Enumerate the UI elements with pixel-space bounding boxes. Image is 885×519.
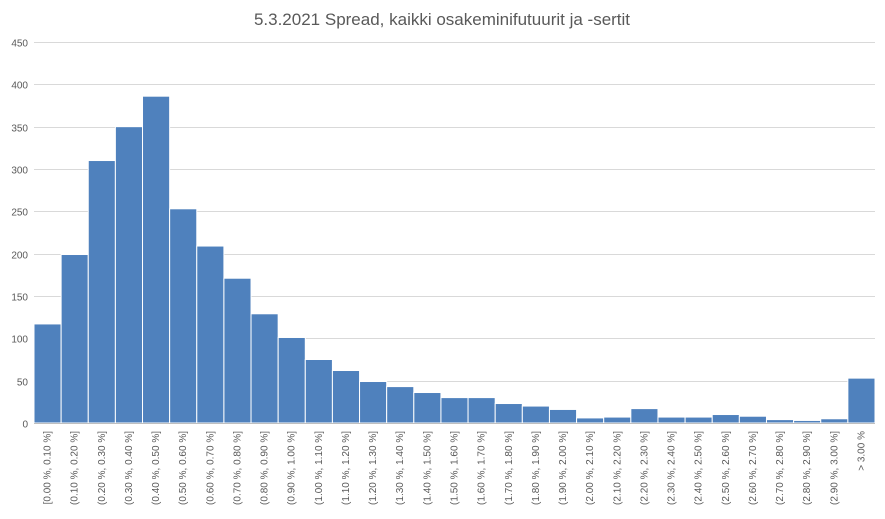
bar [521,405,550,424]
x-tick-label: (0.20 %, 0.30 %] [97,431,108,505]
bar [765,419,795,424]
chart-title: 5.3.2021 Spread, kaikki osakeminifutuuri… [254,10,630,29]
x-tick-label: (2.60 %, 2.70 %] [748,431,759,505]
x-tick-label: [0.00 %, 0.10 %] [43,431,54,505]
y-tick-label: 150 [11,293,28,304]
x-tick-label: (1.80 %, 1.90 %] [531,431,542,505]
y-tick-label: 250 [11,208,28,219]
bar [603,416,632,424]
x-tick-label: (1.00 %, 1.10 %] [314,431,325,505]
y-tick-label: 400 [11,81,28,92]
x-tick-label: (1.10 %, 1.20 %] [341,431,352,505]
bar [114,126,144,424]
x-tick-label: (1.20 %, 1.30 %] [368,431,379,505]
x-tick-label: (0.10 %, 0.20 %] [70,431,81,505]
bar [169,208,198,424]
x-tick-label: > 3.00 % [856,431,867,471]
x-tick-label: (2.40 %, 2.50 %] [694,431,705,505]
bar [142,95,171,424]
bar [87,160,116,424]
bar [413,392,442,424]
bar [657,416,686,424]
bar [250,313,279,424]
bar [359,381,388,424]
bar [630,408,659,424]
x-tick-label: (2.20 %, 2.30 %] [639,431,650,505]
x-tick-label: (1.60 %, 1.70 %] [477,431,488,505]
bar [331,370,361,424]
y-tick-label: 0 [22,420,28,431]
y-tick-label: 350 [11,124,28,135]
x-tick-label: (1.70 %, 1.80 %] [504,431,515,505]
bar [847,377,876,424]
bar [440,397,469,424]
bar [467,397,496,424]
x-tick-label: (2.10 %, 2.20 %] [612,431,623,505]
x-tick-label: (0.70 %, 0.80 %] [232,431,243,505]
y-tick-label: 450 [11,39,28,50]
bar [548,408,578,424]
x-tick-label: (0.60 %, 0.70 %] [205,431,216,505]
bar [494,403,523,424]
x-tick-label: (2.80 %, 2.90 %] [802,431,813,505]
x-tick-label: (0.30 %, 0.40 %] [124,431,135,505]
x-tick-label: (1.30 %, 1.40 %] [395,431,406,505]
x-tick-label: (2.90 %, 3.00 %] [829,431,840,505]
y-tick-label: 300 [11,166,28,177]
bar [820,418,849,424]
bar [223,277,252,424]
x-tick-label: (1.90 %, 2.00 %] [558,431,569,505]
y-tick-label: 200 [11,251,28,262]
x-tick-label: (1.40 %, 1.50 %] [422,431,433,505]
bar [576,417,605,424]
x-tick-label: (0.40 %, 0.50 %] [151,431,162,505]
x-tick-label: (1.50 %, 1.60 %] [450,431,461,505]
x-tick-label: (2.50 %, 2.60 %] [721,431,732,505]
y-axis-tick-labels: 0 50 100 150 200 250 300 350 400 450 [11,39,28,431]
x-tick-label: (0.90 %, 1.00 %] [287,431,298,505]
y-tick-label: 50 [17,378,29,389]
bar [711,414,740,424]
bar [793,419,822,424]
y-tick-label: 100 [11,335,28,346]
bar [60,254,89,424]
x-tick-label: (2.00 %, 2.10 %] [585,431,596,505]
bar [277,336,306,424]
x-tick-label: (2.30 %, 2.40 %] [667,431,678,505]
bar [304,359,333,424]
bars [33,95,876,424]
x-tick-label: (0.80 %, 0.90 %] [260,431,271,505]
x-tick-label: (0.50 %, 0.60 %] [178,431,189,505]
bar [738,415,767,424]
x-axis-tick-labels: [0.00 %, 0.10 %] (0.10 %, 0.20 %] (0.20 %,… [43,431,868,505]
bar [386,386,415,424]
bar [33,323,62,424]
bar [684,416,713,424]
x-tick-label: (2.70 %, 2.80 %] [775,431,786,505]
bar [196,245,225,424]
